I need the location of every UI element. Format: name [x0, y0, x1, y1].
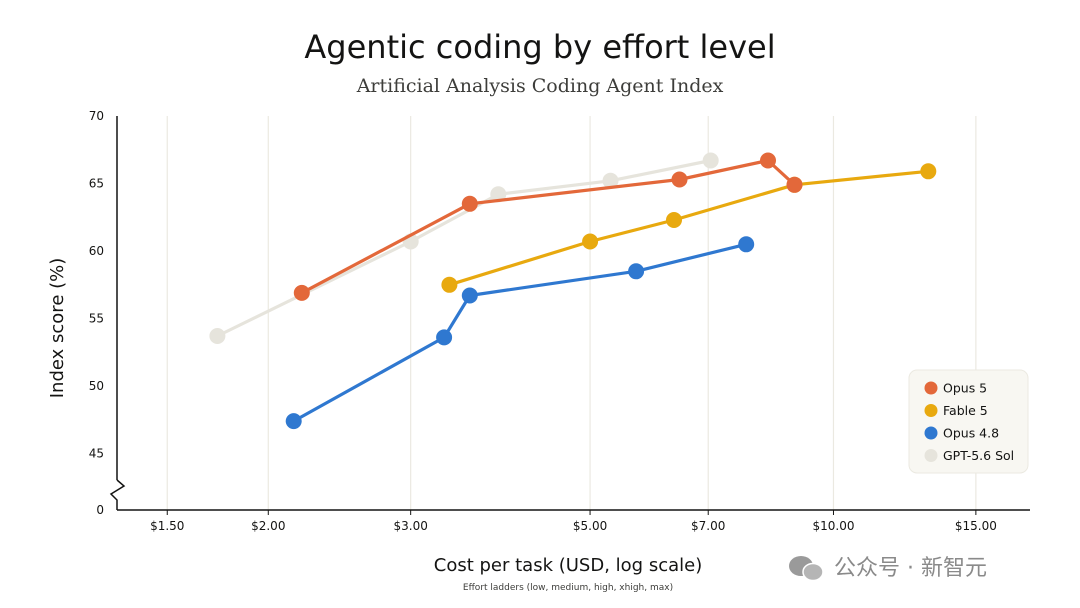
series-fable-5	[441, 163, 937, 293]
y-tick-label: 50	[89, 379, 104, 393]
legend-label: GPT-5.6 Sol	[943, 448, 1014, 463]
data-point	[441, 276, 458, 293]
y-tick-label: 70	[89, 109, 104, 123]
series-gpt-5-6-sol	[209, 152, 719, 344]
watermark-text: 公众号 · 新智元	[834, 556, 987, 581]
data-point	[209, 328, 226, 344]
wechat-icon-bubble	[802, 562, 824, 582]
series-line	[292, 242, 748, 423]
data-point	[461, 287, 478, 304]
x-tick-label: $5.00	[573, 519, 607, 533]
chart-subtitle: Artificial Analysis Coding Agent Index	[356, 75, 724, 97]
legend-swatch	[924, 426, 938, 440]
data-point	[293, 284, 310, 301]
y-axis-label: Index score (%)	[47, 258, 68, 399]
data-point	[285, 413, 302, 430]
y-tick-label: 55	[89, 312, 104, 326]
series-line	[300, 158, 797, 295]
x-tick-label: $3.00	[393, 519, 427, 533]
x-axis-note: Effort ladders (low, medium, high, xhigh…	[463, 583, 673, 593]
legend-box	[908, 369, 1029, 474]
legend-swatch	[924, 381, 938, 395]
data-point	[671, 171, 688, 188]
series-opus-4-8	[285, 236, 755, 430]
x-tick-label: $15.00	[955, 519, 997, 533]
y-tick-label: 65	[89, 177, 104, 191]
legend-label: Opus 5	[943, 381, 987, 396]
legend: Opus 5 Fable 5 Opus 4.8 GPT-5.6 Sol	[908, 369, 1029, 474]
chart-title: Agentic coding by effort level	[304, 28, 775, 66]
data-point	[461, 195, 478, 212]
data-point	[582, 233, 599, 250]
data-point	[702, 152, 719, 169]
data-point	[666, 212, 682, 228]
axes: 0	[96, 116, 1030, 517]
series-opus-5	[293, 152, 803, 301]
legend-swatch	[924, 449, 938, 462]
x-tick-label: $7.00	[691, 519, 725, 533]
tick-labels: $1.50 $2.00 $3.00 $5.00 $7.00 $10.00 $15.00 45 5…	[89, 109, 997, 533]
data-point	[920, 163, 937, 180]
series-line	[215, 158, 713, 338]
series-line	[447, 169, 930, 287]
legend-label: Opus 4.8	[943, 426, 999, 441]
grid	[166, 116, 977, 510]
data-point	[490, 186, 507, 203]
x-tick-label: $10.00	[812, 519, 854, 533]
data-point	[760, 152, 776, 169]
x-axis-label: Cost per task (USD, log scale)	[434, 555, 702, 576]
x-tick-label: $2.00	[251, 519, 285, 533]
y-tick-label-zero: 0	[96, 503, 104, 517]
legend-label: Fable 5	[943, 403, 988, 418]
y-tick-label: 60	[89, 244, 104, 258]
watermark: 公众号 · 新智元	[789, 556, 987, 582]
data-point	[738, 236, 755, 253]
data-point	[602, 172, 619, 189]
x-tick-label: $1.50	[150, 519, 184, 533]
data-point	[628, 263, 645, 280]
legend-swatch	[924, 404, 938, 417]
y-axis-break	[109, 479, 126, 510]
data-point	[786, 176, 803, 193]
y-tick-label: 45	[89, 447, 104, 461]
series	[209, 152, 937, 430]
data-point	[436, 329, 453, 346]
